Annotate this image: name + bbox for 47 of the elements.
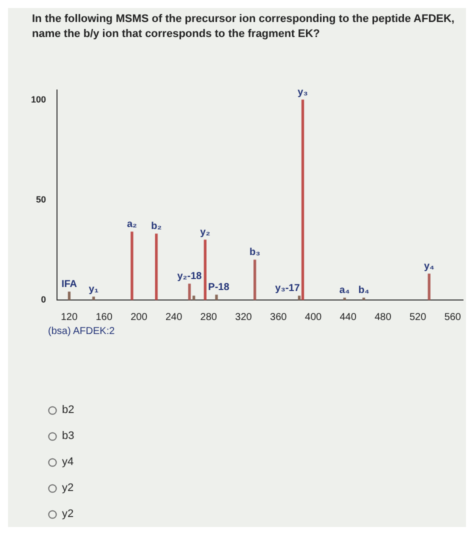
x-tick-label: 280 — [200, 312, 218, 323]
bar — [254, 260, 256, 300]
annotation: a₂ — [126, 218, 137, 230]
x-tick-label: 480 — [374, 312, 392, 323]
y-tick-label: 0 — [41, 294, 46, 304]
text: y4 — [62, 456, 74, 468]
annotation: b₃ — [249, 246, 261, 258]
x-tick-label: 360 — [270, 312, 288, 323]
x-tick-label: 400 — [304, 312, 322, 323]
annotation: y₃ — [298, 86, 308, 98]
x-tick-label: 320 — [235, 312, 252, 323]
annotation: y₂-18 — [177, 270, 202, 282]
bar — [215, 294, 218, 300]
bar — [130, 232, 134, 300]
annotation: P-18 — [208, 282, 230, 293]
text: b2 — [62, 404, 74, 416]
x-tick-label: 120 — [60, 312, 78, 323]
x-tick-label: 440 — [340, 312, 357, 323]
annotation: y₄ — [424, 260, 435, 272]
bar — [192, 296, 196, 300]
bar — [428, 274, 430, 300]
annotation: y₂ — [200, 226, 210, 238]
text: y2 — [62, 508, 74, 520]
bar — [92, 296, 95, 300]
text: y2 — [62, 482, 74, 494]
x-tick-label: 160 — [96, 312, 113, 323]
bar — [298, 296, 301, 300]
text: b3 — [62, 430, 74, 442]
annotation: IFA — [61, 278, 77, 290]
y-tick-label: 50 — [36, 194, 46, 204]
annotation: y₁ — [88, 284, 98, 295]
x-tick-label: 520 — [409, 312, 427, 323]
bar — [204, 240, 206, 300]
chart-title: In the following MSMS of the precursor ion corresponding to the peptide AFDEK, name the b/y ion that corresponds to the fragment EK? — [31, 12, 456, 42]
x-tick-label: 560 — [444, 312, 462, 323]
text: (bsa) AFDEK:2 — [47, 326, 116, 337]
bar — [301, 100, 304, 300]
bar — [155, 234, 158, 300]
x-tick-label: 200 — [130, 312, 148, 323]
y-tick-label: 100 — [30, 94, 46, 104]
annotation: b₂ — [151, 220, 162, 232]
annotation: y₃-17 — [275, 282, 300, 294]
x-tick-label: 240 — [165, 312, 183, 323]
annotation: a₄ — [339, 284, 350, 296]
bar — [188, 284, 191, 300]
bar — [68, 292, 71, 300]
annotation: b₄ — [358, 284, 370, 296]
